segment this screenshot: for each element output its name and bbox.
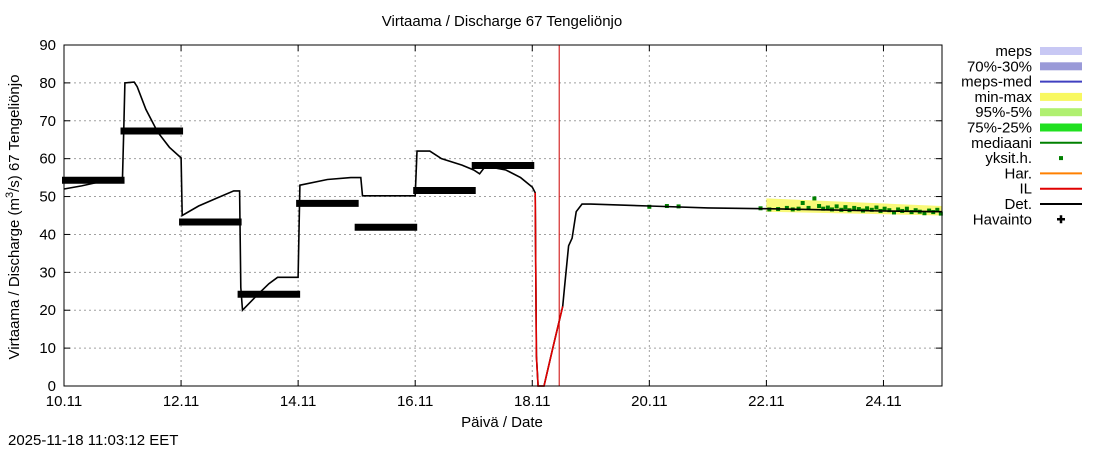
x-tick-label: 22.11 <box>748 393 784 410</box>
forecast-point <box>834 204 839 209</box>
forecast-point <box>800 200 805 205</box>
series-line-det <box>63 81 943 387</box>
forecast-point <box>784 205 789 210</box>
x-axis-ticks: 10.11 12.11 14.11 16.11 18.11 20.11 22.11 24.11 <box>46 45 902 410</box>
legend-label: mediaani <box>971 135 1032 152</box>
x-tick-label: 14.11 <box>280 393 316 410</box>
legend-label: Det. <box>1004 196 1032 213</box>
legend-swatch <box>1040 92 1082 101</box>
legend-label: IL <box>1019 181 1032 198</box>
forecast-point <box>887 208 892 213</box>
series-line-il <box>534 192 564 387</box>
forecast-point <box>874 205 879 210</box>
y-tick-label: 40 <box>39 226 56 243</box>
y-tick-label: 90 <box>39 37 56 54</box>
forecast-point <box>892 210 897 215</box>
x-axis-label: Päivä / Date <box>461 414 543 431</box>
grid-lines <box>64 45 942 386</box>
forecast-point <box>922 211 927 216</box>
legend-label: 75%-25% <box>967 120 1032 137</box>
forecast-point <box>821 206 826 211</box>
legend-label: 95%-5% <box>975 104 1032 121</box>
y-tick-label: 80 <box>39 75 56 92</box>
forecast-point <box>852 205 857 210</box>
y-tick-label: 10 <box>39 340 56 357</box>
timestamp: 2025-11-18 11:03:12 EET <box>8 432 178 449</box>
legend-label: 70%-30% <box>967 58 1032 75</box>
forecast-point <box>896 207 901 212</box>
forecast-point <box>856 207 861 212</box>
legend-label: yksit.h. <box>985 150 1032 167</box>
forecast-point <box>935 207 940 212</box>
y-tick-label: 60 <box>39 151 56 168</box>
x-tick-label: 16.11 <box>397 393 433 410</box>
forecast-point <box>843 205 848 210</box>
y-tick-label: 20 <box>39 302 56 319</box>
legend-swatch <box>1057 215 1065 224</box>
forecast-point <box>904 206 909 211</box>
legend-label: meps-med <box>961 74 1032 91</box>
forecast-point <box>812 196 817 201</box>
x-tick-label: 10.11 <box>46 393 82 410</box>
x-tick-label: 18.11 <box>514 393 550 410</box>
y-tick-label: 30 <box>39 264 56 281</box>
legend-swatch <box>1059 156 1063 161</box>
x-tick-label: 12.11 <box>163 393 199 410</box>
forecast-point <box>825 205 830 210</box>
forecast-point <box>938 211 943 216</box>
forecast-point <box>913 208 918 213</box>
chart-title: Virtaama / Discharge 67 Tengeliönjo <box>382 13 622 30</box>
legend-label: Har. <box>1004 165 1032 182</box>
legend-swatch <box>1040 62 1082 71</box>
legend-swatch <box>1040 123 1082 132</box>
forecast-point <box>806 205 811 210</box>
y-tick-label: 70 <box>39 113 56 130</box>
legend-label: min-max <box>974 89 1032 106</box>
forecast-point <box>865 206 870 211</box>
x-tick-label: 20.11 <box>631 393 667 410</box>
plot-frame <box>63 44 943 387</box>
y-tick-label: 0 <box>48 378 56 395</box>
legend-label: meps <box>995 43 1032 60</box>
forecast-point <box>882 206 887 211</box>
forecast-point <box>817 204 822 209</box>
legend-label: Havainto <box>973 211 1032 228</box>
legend: meps70%-30%meps-medmin-max95%-5%75%-25%m… <box>961 43 1082 228</box>
legend-swatch <box>1040 108 1082 117</box>
legend-swatch <box>1040 47 1082 55</box>
x-tick-label: 24.11 <box>865 393 901 410</box>
forecast-point <box>869 207 874 212</box>
y-axis-ticks: 0 10 20 30 40 50 60 70 80 90 <box>39 37 942 395</box>
observation-bars <box>62 127 535 298</box>
y-axis-label: Virtaama / Discharge (m3/s) 67 Tengeliön… <box>4 75 23 360</box>
forecast-point <box>927 208 932 213</box>
y-tick-label: 50 <box>39 189 56 206</box>
